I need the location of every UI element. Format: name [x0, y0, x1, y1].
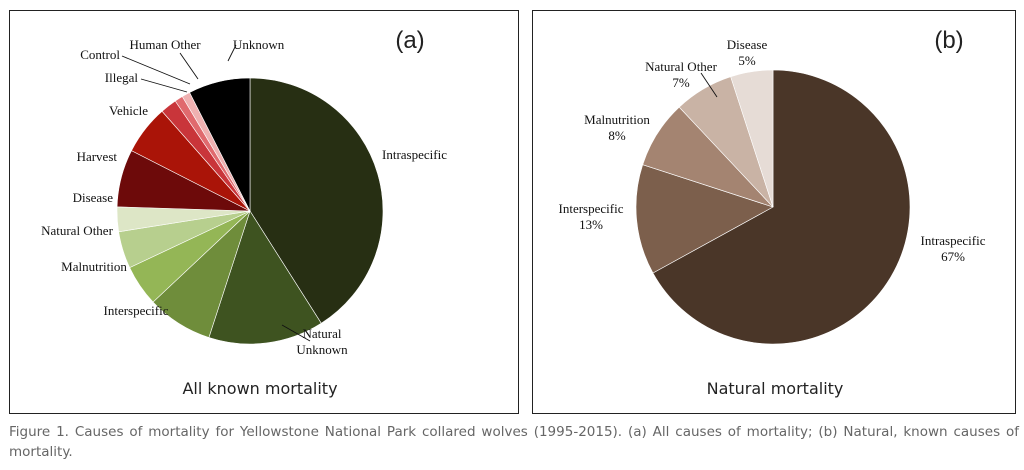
- slice-label-control: Control: [80, 47, 120, 62]
- slice-pct-disease: 5%: [738, 53, 756, 68]
- leader-line-control: [121, 55, 191, 85]
- slice-label-illegal: Illegal: [105, 70, 139, 85]
- chart-title-b: Natural mortality: [707, 379, 844, 398]
- slice-pct-natural-other: 7%: [672, 75, 690, 90]
- slice-label-interspecific: Interspecific: [104, 303, 169, 318]
- leader-line-illegal: [140, 78, 188, 93]
- slice-label-natural-other: Natural Other: [645, 59, 718, 74]
- slice-label-natural-other: Natural Other: [41, 223, 114, 238]
- slice-label-disease: Disease: [73, 190, 114, 205]
- slice-label-intraspecific: Intraspecific: [921, 233, 986, 248]
- leader-line-unknown: [227, 44, 237, 62]
- figure-caption: Figure 1. Causes of mortality for Yellow…: [9, 424, 1019, 460]
- panel-letter-b: (b): [934, 27, 963, 54]
- chart-panel-a: Intraspecific Natural Unknown Interspecific…: [9, 10, 519, 414]
- slice-label-malnutrition: Malnutrition: [584, 112, 650, 127]
- leader-line-natural-unknown: [281, 324, 311, 342]
- slice-pct-interspecific: 13%: [579, 217, 603, 232]
- slice-label-human-other: Human Other: [129, 37, 201, 52]
- slice-intraspecific: [652, 69, 911, 345]
- leader-line-natural-other: [700, 72, 718, 98]
- slice-label-interspecific: Interspecific: [559, 201, 624, 216]
- slice-pct-malnutrition: 8%: [608, 128, 626, 143]
- chart-title-a: All known mortality: [182, 379, 337, 398]
- slice-label-vehicle: Vehicle: [109, 103, 148, 118]
- slice-unknown: [189, 77, 251, 212]
- slice-interspecific: [635, 164, 774, 274]
- pie-chart-a: Intraspecific Natural Unknown Interspecific…: [41, 27, 447, 398]
- slice-label-intraspecific: Intraspecific: [382, 147, 447, 162]
- slice-disease: [730, 69, 774, 208]
- slice-label-malnutrition: Malnutrition: [61, 259, 127, 274]
- slice-label-disease: Disease: [727, 37, 768, 52]
- chart-panel-b: Intraspecific 67% Interspecific 13% Malnutri…: [532, 10, 1016, 414]
- slice-label-harvest: Harvest: [77, 149, 118, 164]
- slice-pct-intraspecific: 67%: [941, 249, 965, 264]
- panel-letter-a: (a): [395, 27, 424, 54]
- slice-label-natural-unknown: Natural Unknown: [296, 326, 348, 357]
- slice-intraspecific: [249, 77, 384, 324]
- slice-natural-unknown: [208, 210, 322, 345]
- leader-line-human-other: [179, 52, 199, 80]
- slice-label-unknown: Unknown: [233, 37, 285, 52]
